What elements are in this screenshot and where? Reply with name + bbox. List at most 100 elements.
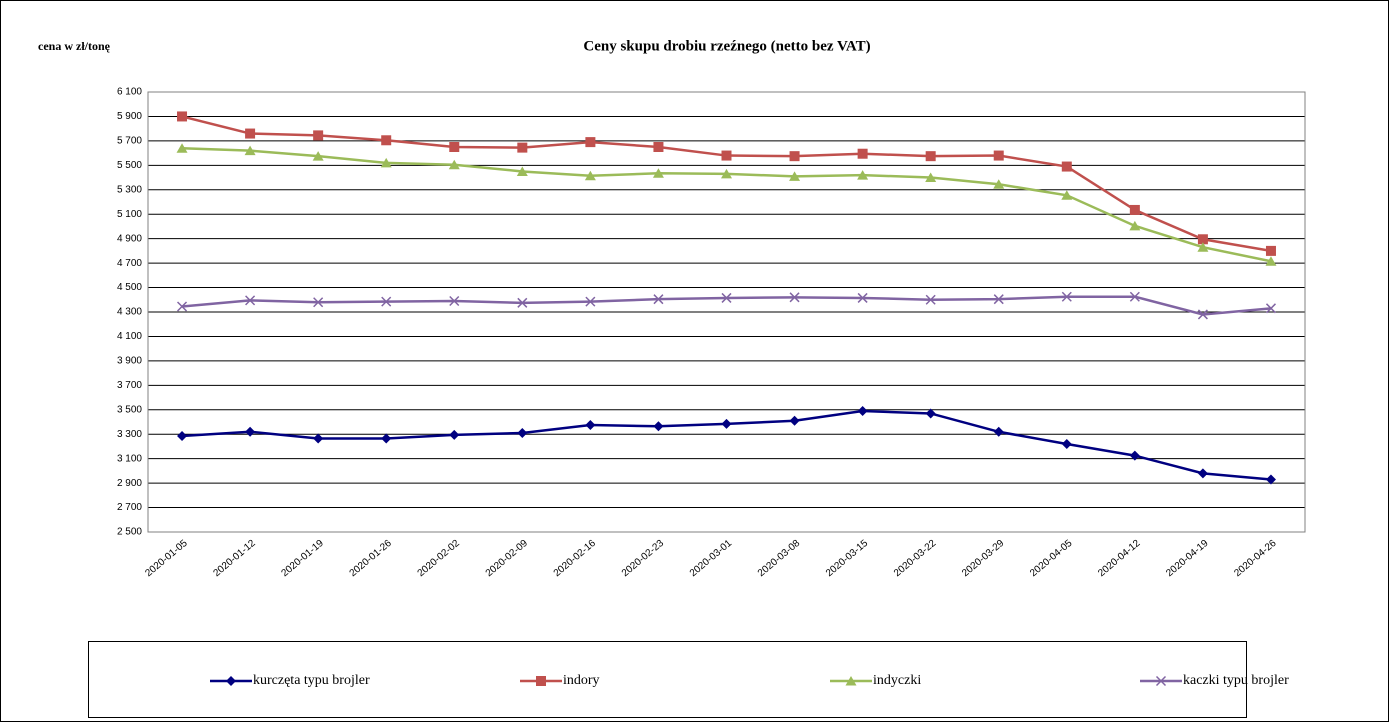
- marker: [857, 148, 868, 159]
- y-tick-label: 2 700: [117, 502, 142, 513]
- marker: [1197, 234, 1208, 245]
- y-tick-label: 2 900: [117, 478, 142, 489]
- marker: [1061, 439, 1072, 449]
- legend-marker: [536, 676, 546, 686]
- legend-label: kaczki typu brojler: [1183, 673, 1289, 688]
- marker: [1265, 245, 1276, 256]
- legend-marker: [1155, 675, 1167, 687]
- marker: [993, 150, 1004, 161]
- y-tick-label: 5 300: [117, 184, 142, 195]
- y-tick-label: 2 500: [117, 527, 142, 538]
- marker: [925, 151, 936, 162]
- legend-label: kurczęta typu brojler: [253, 673, 370, 688]
- marker: [176, 301, 188, 312]
- marker: [789, 415, 800, 426]
- marker: [925, 408, 936, 419]
- marker: [1197, 242, 1209, 252]
- marker: [925, 294, 936, 305]
- legend-marker: [226, 676, 236, 686]
- marker: [1197, 468, 1208, 479]
- marker: [1061, 190, 1073, 200]
- y-tick-label: 4 900: [117, 233, 142, 244]
- chart-title: Ceny skupu drobiu rzeźnego (netto bez VA…: [583, 38, 870, 54]
- marker: [721, 292, 732, 303]
- marker: [857, 406, 868, 416]
- marker: [449, 295, 460, 307]
- marker: [380, 157, 392, 168]
- y-tick-label: 5 500: [117, 160, 142, 171]
- marker: [1129, 450, 1140, 461]
- y-tick-label: 4 700: [117, 258, 142, 269]
- y-tick-label: 4 100: [117, 331, 142, 342]
- marker: [857, 170, 869, 180]
- marker: [245, 128, 256, 139]
- marker: [1061, 291, 1072, 302]
- marker: [1129, 204, 1140, 215]
- marker: [517, 142, 528, 153]
- y-tick-label: 5 100: [117, 209, 142, 220]
- marker: [517, 297, 528, 308]
- marker: [1129, 220, 1141, 231]
- marker: [585, 137, 596, 148]
- marker: [176, 143, 188, 153]
- marker: [993, 294, 1004, 305]
- y-tick-label: 5 700: [117, 136, 142, 147]
- marker: [653, 294, 664, 305]
- marker: [245, 295, 256, 306]
- y-tick-label: 3 500: [117, 404, 142, 415]
- marker: [448, 159, 460, 170]
- plot-frame: [147, 91, 1306, 533]
- marker: [1265, 256, 1277, 266]
- marker: [584, 170, 596, 181]
- marker: [993, 426, 1004, 437]
- marker: [381, 433, 392, 444]
- legend-marker: [845, 676, 857, 686]
- marker: [721, 150, 732, 161]
- marker: [1265, 303, 1277, 314]
- marker: [381, 296, 392, 307]
- marker: [721, 418, 732, 429]
- y-tick-label: 3 300: [117, 429, 142, 440]
- marker: [789, 292, 800, 303]
- marker: [721, 168, 732, 179]
- marker: [652, 168, 664, 178]
- marker: [1265, 474, 1276, 485]
- marker: [312, 151, 324, 161]
- marker: [1129, 291, 1140, 302]
- marker: [653, 421, 664, 432]
- marker: [177, 111, 188, 122]
- marker: [653, 142, 664, 152]
- marker: [585, 296, 596, 307]
- marker: [245, 426, 256, 437]
- marker: [449, 142, 460, 152]
- legend-box: [88, 641, 1247, 718]
- legend-label: indory: [563, 673, 600, 688]
- y-tick-label: 4 500: [117, 282, 142, 293]
- y-tick-label: 5 900: [117, 111, 142, 122]
- marker: [1197, 309, 1208, 320]
- marker: [789, 151, 800, 162]
- marker: [381, 135, 392, 146]
- marker: [313, 433, 324, 444]
- y-tick-label: 3 700: [117, 380, 142, 391]
- legend-label: indyczki: [873, 673, 921, 688]
- marker: [313, 130, 324, 141]
- marker: [516, 166, 528, 176]
- marker: [993, 179, 1005, 189]
- marker: [925, 172, 937, 183]
- y-tick-label: 3 900: [117, 356, 142, 367]
- marker: [177, 431, 188, 442]
- marker: [789, 171, 801, 181]
- y-tick-label: 6 100: [117, 87, 142, 98]
- marker: [1061, 161, 1072, 172]
- marker: [244, 145, 256, 156]
- marker: [585, 420, 596, 431]
- y-tick-label: 4 300: [117, 307, 142, 318]
- y-tick-label: 3 100: [117, 453, 142, 464]
- marker: [857, 292, 868, 303]
- marker: [517, 428, 528, 438]
- marker: [313, 297, 324, 308]
- marker: [449, 429, 460, 440]
